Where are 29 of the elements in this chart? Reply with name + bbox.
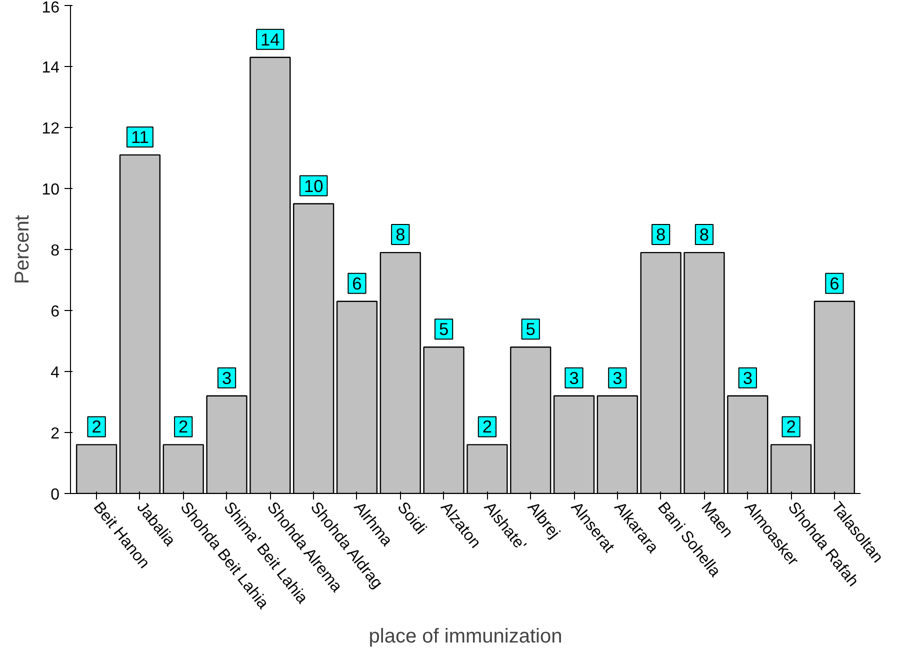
y-tick-label: 2 bbox=[50, 426, 60, 442]
data-label: 14 bbox=[260, 29, 280, 50]
x-axis-title: place of immunization bbox=[368, 626, 562, 648]
data-label: 2 bbox=[178, 416, 188, 437]
data-label: 2 bbox=[786, 416, 796, 437]
y-tick-label: 4 bbox=[50, 364, 60, 382]
data-label: 8 bbox=[656, 224, 666, 245]
data-label: 3 bbox=[612, 368, 622, 388]
data-label: 3 bbox=[569, 368, 579, 388]
data-label: 2 bbox=[482, 416, 492, 437]
data-label: 3 bbox=[222, 368, 232, 388]
data-label: 8 bbox=[699, 224, 710, 245]
y-tick-label: 12 bbox=[42, 120, 60, 138]
y-tick-label: 14 bbox=[42, 60, 60, 76]
y-axis-title: Percent bbox=[12, 214, 34, 284]
data-label: 3 bbox=[742, 368, 752, 388]
data-label: 6 bbox=[352, 273, 362, 294]
y-tick-label: 16 bbox=[42, 0, 60, 16]
data-label: 11 bbox=[130, 126, 149, 147]
y-tick-label: 6 bbox=[50, 304, 60, 320]
data-label: 6 bbox=[830, 273, 840, 294]
data-label: 10 bbox=[304, 176, 324, 196]
data-label: 2 bbox=[92, 416, 102, 437]
data-label: 5 bbox=[438, 319, 449, 340]
data-label: 8 bbox=[396, 224, 406, 245]
y-tick-label: 0 bbox=[50, 486, 60, 504]
data-label: 5 bbox=[526, 319, 536, 340]
y-tick-label: 8 bbox=[50, 242, 60, 260]
y-tick-label: 10 bbox=[42, 182, 60, 198]
